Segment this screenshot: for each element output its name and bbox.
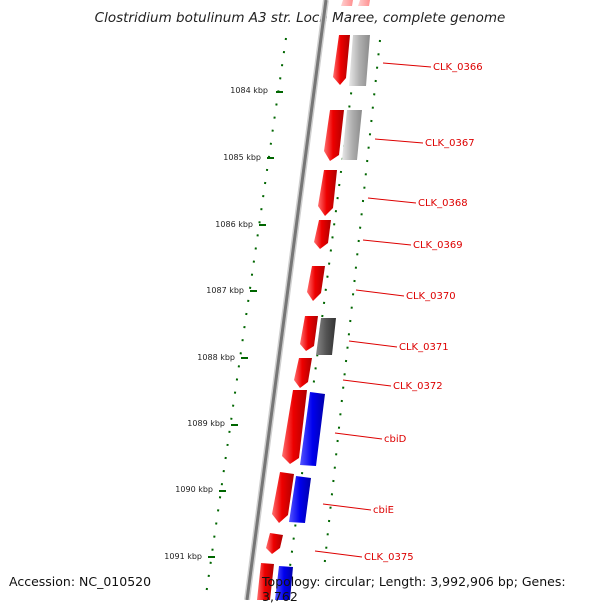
tick-label: 1086 kbp <box>215 220 253 229</box>
gene-arrow[interactable] <box>266 533 283 554</box>
gene-label: CLK_0372 <box>393 381 443 392</box>
gene-arrow[interactable] <box>341 0 353 6</box>
gene-block[interactable] <box>342 110 362 160</box>
gene-block[interactable] <box>358 0 370 6</box>
tick-label: 1088 kbp <box>197 353 235 362</box>
gene-arrow[interactable] <box>294 358 312 388</box>
gene-arrow[interactable] <box>318 170 337 216</box>
gene-label: CLK_0369 <box>413 240 463 251</box>
tick-labels: 1084 kbp 1085 kbp 1086 kbp 1087 kbp 1088… <box>164 86 268 561</box>
gene-arrow[interactable] <box>307 266 325 301</box>
leader-line <box>315 551 362 557</box>
gene-arrow[interactable] <box>300 316 318 351</box>
tick-label: 1084 kbp <box>230 86 268 95</box>
gene-label: CLK_0370 <box>406 291 456 302</box>
tick-label: 1089 kbp <box>187 419 225 428</box>
gene-label: cbiD <box>384 434 407 445</box>
gene-label: CLK_0366 <box>433 62 483 73</box>
leader-line <box>356 290 404 296</box>
leader-line <box>383 63 431 67</box>
gene-label: CLK_0371 <box>399 342 449 353</box>
gene-label: CLK_0375 <box>364 552 414 563</box>
leader-line <box>375 139 423 143</box>
gene-labels: CLK_0366 CLK_0367 CLK_0368 CLK_0369 CLK_… <box>364 62 483 563</box>
tick-label: 1087 kbp <box>206 286 244 295</box>
tick-label: 1091 kbp <box>164 552 202 561</box>
gene-arrow[interactable] <box>314 220 331 249</box>
gene-label: cbiE <box>373 505 394 516</box>
leader-line <box>349 341 397 347</box>
accession-text: Accession: NC_010520 <box>9 574 151 589</box>
gene-arrow[interactable] <box>333 35 350 85</box>
gene-block[interactable] <box>316 318 336 355</box>
tick-label: 1090 kbp <box>175 485 213 494</box>
leader-line <box>363 240 411 245</box>
gene-label: CLK_0367 <box>425 138 475 149</box>
gene-block[interactable] <box>349 35 370 86</box>
leader-line <box>335 433 382 439</box>
tick-label: 1085 kbp <box>223 153 261 162</box>
leader-line <box>343 380 391 386</box>
leader-line <box>368 198 416 203</box>
gene-label: CLK_0368 <box>418 198 468 209</box>
gene-arrow[interactable] <box>324 110 344 161</box>
